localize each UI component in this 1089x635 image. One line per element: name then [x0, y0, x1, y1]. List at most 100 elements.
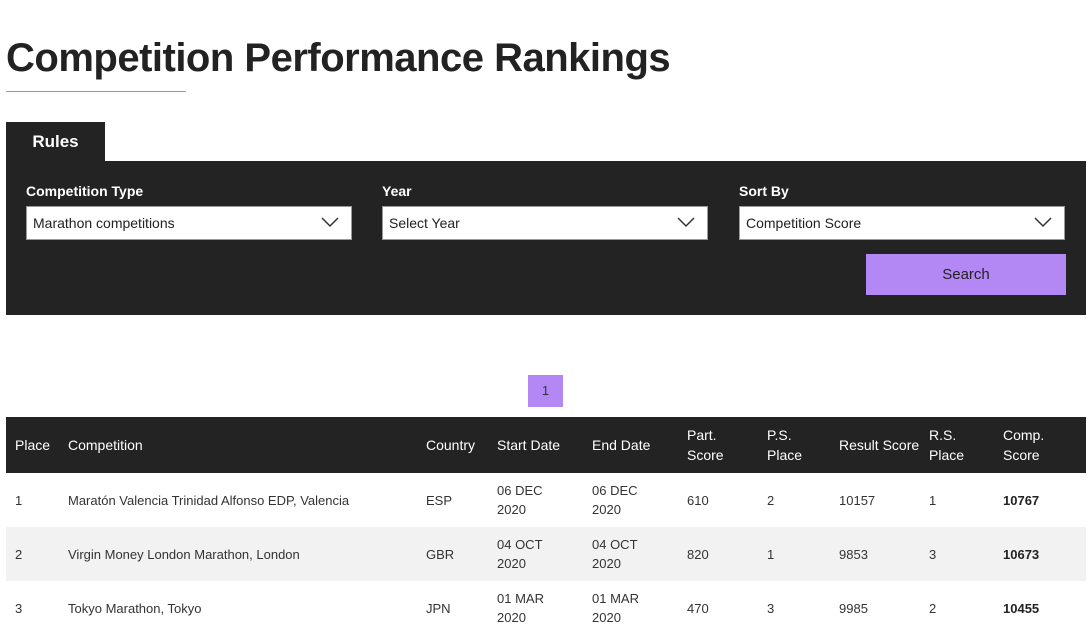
header-text: Part. Score [687, 427, 724, 463]
header-text: Place [15, 437, 51, 453]
table-cell: 01 MAR 2020 [583, 581, 678, 635]
table-cell: 01 MAR 2020 [488, 581, 583, 635]
table-cell: 1 [6, 473, 59, 527]
cell-text: GBR [426, 546, 455, 562]
table-cell: Maratón Valencia Trinidad Alfonso EDP, V… [59, 473, 417, 527]
cell-text: 1 [767, 546, 775, 562]
cell-text: 10767 [1003, 492, 1040, 508]
search-button[interactable]: Search [866, 254, 1066, 295]
cell-text: JPN [426, 600, 451, 616]
cell-text: 9985 [839, 600, 868, 616]
cell-text: 1 [929, 492, 937, 508]
table-cell: 10767 [994, 473, 1086, 527]
filter-label: Competition Type [26, 183, 144, 199]
cell-text: 10157 [839, 492, 876, 508]
table-cell: 10157 [830, 473, 920, 527]
select-value: Select Year [389, 215, 460, 231]
table-cell: 06 DEC 2020 [583, 473, 678, 527]
table-cell: 2 [920, 581, 994, 635]
table-cell: ESP [417, 473, 488, 527]
filter-label: Year [382, 183, 412, 199]
column-header: Country [417, 417, 488, 473]
table-cell: 10455 [994, 581, 1086, 635]
cell-text: 3 [767, 600, 775, 616]
table-cell: Tokyo Marathon, Tokyo [59, 581, 417, 635]
cell-text: 2 [929, 600, 937, 616]
table-cell: 470 [678, 581, 758, 635]
cell-text: 820 [687, 546, 709, 562]
column-header: Part. Score [678, 417, 758, 473]
cell-text: 10455 [1003, 600, 1040, 616]
header-row: Place Competition Country Start Date End Dat… [6, 417, 1086, 473]
title-underline [6, 91, 186, 92]
column-header: Comp. Score [994, 417, 1086, 473]
cell-text: 470 [687, 600, 709, 616]
table-cell: 10673 [994, 527, 1086, 581]
cell-text: 10673 [1003, 546, 1040, 562]
column-header: End Date [583, 417, 678, 473]
cell-text: 06 DEC 2020 [592, 483, 638, 517]
cell-text: 2 [15, 546, 23, 562]
table-cell: 820 [678, 527, 758, 581]
header-text: R.S. Place [929, 427, 965, 463]
cell-text: Maratón Valencia Trinidad Alfonso EDP, V… [68, 492, 350, 508]
column-header: Result Score [830, 417, 920, 473]
table-row: 2 Virgin Money London Marathon, London GBR… [6, 527, 1086, 581]
header-text: Competition [68, 437, 143, 453]
table-cell: 9853 [830, 527, 920, 581]
table-cell: 3 [6, 581, 59, 635]
cell-text: 2 [767, 492, 775, 508]
filter-label: Sort By [739, 183, 789, 199]
table-body: 1 Maratón Valencia Trinidad Alfonso EDP, … [6, 473, 1086, 635]
table-cell: 04 OCT 2020 [583, 527, 678, 581]
page-button[interactable]: 1 [528, 375, 563, 407]
cell-text: ESP [426, 492, 453, 508]
cell-text: Tokyo Marathon, Tokyo [68, 600, 202, 616]
column-header: P.S. Place [758, 417, 830, 473]
select-value: Marathon competitions [33, 215, 175, 231]
table-cell: 04 OCT 2020 [488, 527, 583, 581]
header-text: Start Date [497, 437, 561, 453]
table-cell: 06 DEC 2020 [488, 473, 583, 527]
header-text: Result Score [839, 437, 920, 453]
select-value: Competition Score [746, 215, 862, 231]
table-cell: GBR [417, 527, 488, 581]
cell-text: 01 MAR 2020 [497, 591, 544, 625]
chevron-icon [321, 217, 339, 228]
table-cell: 610 [678, 473, 758, 527]
table-cell: 2 [758, 473, 830, 527]
cell-text: 1 [15, 492, 23, 508]
table-cell: 3 [758, 581, 830, 635]
header-text: Comp. Score [1003, 427, 1045, 463]
cell-text: 3 [929, 546, 937, 562]
page-title: Competition Performance Rankings [6, 36, 671, 80]
cell-text: 04 OCT 2020 [592, 537, 638, 571]
competition-type-select[interactable]: Marathon competitions [26, 206, 352, 240]
table-cell: 2 [6, 527, 59, 581]
cell-text: 9853 [839, 546, 868, 562]
chevron-icon [677, 217, 695, 228]
cell-text: 04 OCT 2020 [497, 537, 543, 571]
table-cell: 9985 [830, 581, 920, 635]
header-text: Country [426, 437, 476, 453]
cell-text: 610 [687, 492, 709, 508]
column-header: R.S. Place [920, 417, 994, 473]
table-cell: Virgin Money London Marathon, London [59, 527, 417, 581]
table-row: 1 Maratón Valencia Trinidad Alfonso EDP, … [6, 473, 1086, 527]
table-cell: 1 [920, 473, 994, 527]
rankings-table: Place Competition Country Start Date End Dat… [6, 417, 1086, 635]
table-cell: 3 [920, 527, 994, 581]
table-cell: 1 [758, 527, 830, 581]
cell-text: 06 DEC 2020 [497, 483, 543, 517]
rules-tab[interactable]: Rules [6, 122, 105, 161]
cell-text: 01 MAR 2020 [592, 591, 639, 625]
table-row: 3 Tokyo Marathon, Tokyo JPN 01 MAR 2020 01 M… [6, 581, 1086, 635]
cell-text: Virgin Money London Marathon, London [68, 546, 300, 562]
sort-select[interactable]: Competition Score [739, 206, 1065, 240]
cell-text: 3 [15, 600, 23, 616]
header-text: P.S. Place [767, 427, 803, 463]
column-header: Place [6, 417, 59, 473]
header-text: End Date [592, 437, 651, 453]
year-select[interactable]: Select Year [382, 206, 708, 240]
